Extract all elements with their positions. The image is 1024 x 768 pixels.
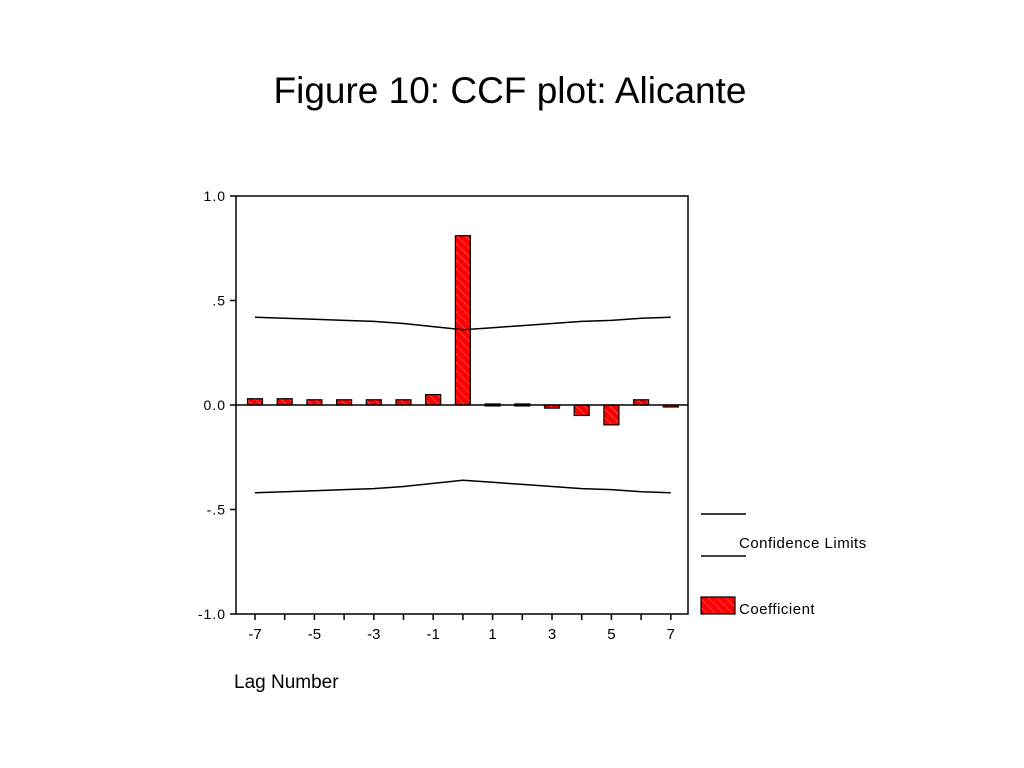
coefficient-bar <box>336 399 353 406</box>
coefficient-bar <box>306 399 323 406</box>
y-tick-label: .5 <box>212 293 226 309</box>
y-tick-label: 0.0 <box>204 397 226 413</box>
coefficient-bar <box>454 235 471 406</box>
y-tick-label: -.5 <box>207 502 226 518</box>
coefficient-bar <box>632 399 650 406</box>
x-tick-label: -7 <box>248 626 261 643</box>
upper-confidence-line <box>254 316 671 331</box>
x-tick-label: 5 <box>607 626 615 643</box>
x-tick-label: 7 <box>667 626 675 643</box>
coefficient-bar <box>365 399 382 406</box>
coefficient-bar <box>603 404 620 426</box>
coefficient-bar <box>395 399 412 406</box>
coefficient-bar <box>276 398 293 406</box>
legend-label-coefficient: Coefficient <box>739 601 815 618</box>
x-axis-label: Lag Number <box>234 672 339 693</box>
coefficient-bar <box>246 398 264 406</box>
x-tick-label: -3 <box>367 626 380 643</box>
legend: Confidence Limits Coefficient <box>700 513 867 618</box>
legend-swatch-coefficient <box>700 596 736 615</box>
x-tick-label: -1 <box>427 626 440 643</box>
y-tick-label: 1.0 <box>204 188 226 204</box>
confidence-lines-group <box>254 316 671 494</box>
x-tick-label: -5 <box>308 626 321 643</box>
lower-confidence-line <box>254 479 671 494</box>
coefficient-bar <box>573 404 590 417</box>
coefficient-bar <box>425 393 442 406</box>
chart-title: Figure 10: CCF plot: Alicante <box>273 70 747 111</box>
legend-label-confidence: Confidence Limits <box>739 535 867 552</box>
x-tick-label: 1 <box>488 626 496 643</box>
x-tick-label: 3 <box>548 626 556 643</box>
axes-group: 1.0 .5 0.0 -.5 -1.0 -7 -5 -3 -1 1 3 5 7 <box>198 188 688 643</box>
y-tick-label: -1.0 <box>198 606 226 622</box>
